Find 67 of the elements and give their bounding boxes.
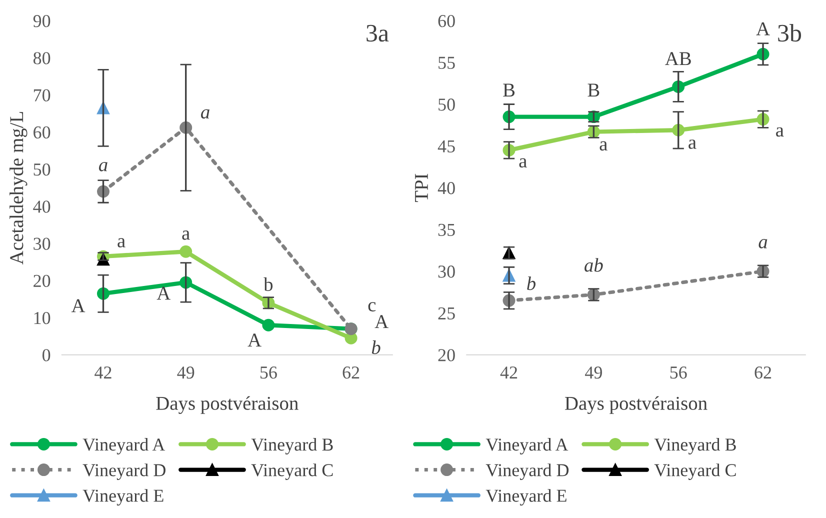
annotation: a [118,238,126,248]
x-tick-label: 62 [754,366,772,379]
y-tick-label: 20 [34,274,50,288]
legend-label: Vineyard D [486,464,569,480]
x-tick-label: 56 [260,366,277,379]
annotation: b [527,276,536,290]
y-tick-label: 40 [438,182,455,194]
y-tick-label: 60 [34,126,50,139]
point [262,318,275,332]
y-tick-label: 50 [34,163,50,176]
annotation: a [776,127,784,137]
y-tick-label: 55 [438,56,455,69]
annotation: AB [665,52,691,66]
annotation: a [182,230,190,240]
chart-title: 3a [366,24,389,42]
x-tick-label: 42 [500,366,518,378]
legend-label: Vineyard C [251,464,333,480]
y-tick-label: 30 [34,238,50,250]
legend-label: Vineyard E [486,489,566,506]
legend-label: Vineyard B [251,438,333,454]
legend-label: Vineyard D [82,464,166,480]
annotation: B [503,84,515,97]
x-tick-label: 56 [670,366,687,379]
annotation: b [264,277,273,292]
y-tick-label: 90 [33,14,50,28]
x-axis-title: Days postvéraison [565,396,708,414]
annotation: a [600,141,608,151]
annotation: a [201,109,210,119]
legend-label: Vineyard A [486,438,568,454]
y-tick-label: 25 [438,307,455,320]
annotation: c [368,302,376,312]
point [180,245,192,258]
y-tick-label: 30 [438,266,455,278]
x-tick-label: 62 [342,366,360,379]
y-tick-label: 45 [438,140,455,152]
annotation: b [372,340,380,354]
legend-label: Vineyard B [654,438,736,454]
y-tick-label: 0 [42,349,50,362]
annotation: A [756,22,770,36]
annotation: ab [584,258,603,272]
y-tick-label: 20 [438,349,455,362]
annotation: a [758,239,768,248]
x-tick-label: 49 [585,366,602,379]
y-axis-title: TPI [415,174,428,202]
y-tick-label: 80 [33,52,50,64]
annotation: A [71,299,86,312]
annotation: a [688,140,696,149]
annotation: A [374,315,388,328]
y-tick-label: 10 [34,312,50,324]
y-tick-label: 70 [34,89,50,102]
y-axis-title: Acetaldehyde mg/L [10,112,28,265]
y-tick-label: 35 [438,224,455,236]
annotation: A [156,286,171,300]
y-tick-label: 40 [33,200,50,213]
legend-label: Vineyard A [82,438,166,454]
annotation: B [588,84,600,97]
annotation: a [519,158,527,168]
y-tick-label: 60 [438,14,455,28]
x-tick-label: 42 [94,366,112,378]
y-tick-label: 50 [438,98,455,111]
annotation: a [98,162,108,172]
x-tick-label: 49 [177,366,194,379]
chart-title: 3b [778,24,802,42]
x-axis-title: Days postvéraison [156,396,298,414]
annotation: A [248,334,262,346]
legend-label: Vineyard E [82,489,164,506]
legend-label: Vineyard C [654,464,736,480]
